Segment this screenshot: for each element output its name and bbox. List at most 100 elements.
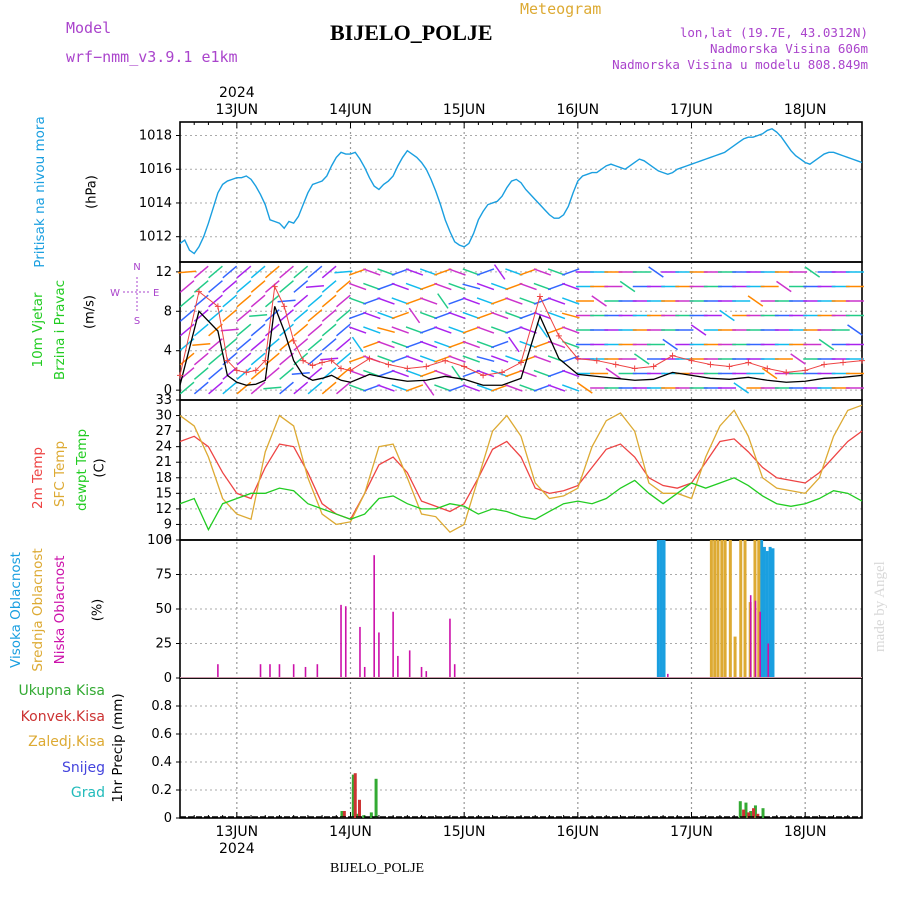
wind-gust-point [366, 355, 373, 362]
wind-arrow [562, 326, 580, 334]
precip-ytick-label: 0 [164, 811, 172, 826]
footer-station: BIJELO_POLJE [330, 861, 425, 876]
wind-gust-point [442, 357, 449, 364]
wind-gust-point [404, 365, 411, 372]
wind-arrow [222, 309, 238, 322]
wind-arrow [293, 338, 309, 351]
wind-arrow [577, 382, 593, 394]
wind-gust-point [764, 365, 771, 372]
wind-arrow [519, 268, 537, 276]
compass-north-label: N [133, 262, 140, 273]
wind-gust-point [593, 357, 600, 364]
high_cloud-bar [659, 540, 663, 678]
wind-arrow [476, 384, 495, 392]
bottom-date-label-5: 18JUN [784, 824, 827, 840]
wind-arrow [419, 340, 438, 349]
bottom-date-label-4: 17JUN [670, 824, 713, 840]
mid_cloud-bar [723, 540, 727, 678]
wind-arrow [405, 340, 424, 349]
wind-arrow [363, 268, 381, 276]
low_cloud-bar [340, 604, 342, 678]
wind-arrow [434, 282, 452, 291]
wind-arrow [363, 326, 381, 334]
wind-ytick-label: 0 [164, 383, 172, 398]
low_cloud-bar [453, 664, 456, 678]
pressure-series-line [179, 127, 863, 255]
wind-arrow [591, 295, 607, 307]
wind-gust-point [745, 359, 752, 366]
wind-arrow [490, 326, 509, 334]
wind-arrow [547, 340, 566, 349]
wind-arrow [222, 280, 238, 293]
pressure-ytick-label: 1016 [139, 162, 172, 177]
wind-gust-point [840, 359, 847, 366]
temperature-ytick-label: 27 [155, 424, 172, 439]
wind-arrow [377, 326, 395, 334]
wind-arrow [193, 280, 209, 293]
wind-gust-point [309, 362, 316, 369]
wind-arrow [533, 355, 552, 363]
compass-south-label: S [134, 316, 140, 327]
low_cloud-bar [449, 618, 451, 678]
wind-arrow [405, 355, 424, 363]
low_cloud-bar [425, 671, 428, 678]
wind-gust-point [499, 369, 506, 376]
wind-arrow [249, 313, 268, 318]
temperature-ytick-label: 21 [155, 455, 172, 470]
wind-arrow [419, 282, 438, 291]
wind-arrow [193, 352, 209, 366]
wind-gust-point [195, 288, 202, 295]
wind-gust-point [783, 369, 790, 376]
wind-arrow [533, 369, 552, 378]
wind-axis-label-2: Brzina i Pravac [52, 280, 68, 380]
wind-arrow [179, 309, 195, 322]
high_cloud-bar [662, 540, 666, 678]
wind-arrow [208, 381, 223, 395]
meteogram-label: Meteogram [520, 0, 602, 18]
wind-arrow [179, 323, 195, 337]
wind-arrow [193, 323, 209, 337]
wind-arrow [490, 297, 509, 305]
precip-legend-label-0: Ukupna Kisa [18, 683, 105, 699]
precip-panel-frame [179, 677, 863, 819]
wind-arrow [419, 297, 438, 305]
wind-arrow [448, 268, 466, 276]
low_cloud-bar [373, 555, 375, 678]
low_cloud-bar [754, 600, 757, 678]
wind-arrow [422, 380, 435, 396]
temperature-sfc-line [179, 404, 863, 534]
wind-arrow [321, 381, 337, 395]
precip-ytick-label: 0.2 [151, 783, 172, 798]
wind-arrow [334, 270, 353, 274]
temperature-dewpt-line [179, 477, 863, 532]
wind-gust-point [328, 357, 335, 364]
wind-arrow [348, 369, 367, 378]
low_cloud-bar [217, 664, 219, 678]
wind-arrow [533, 340, 552, 349]
wind-gust-point [612, 361, 619, 368]
wind-arrow [490, 282, 509, 291]
wind-arrow [208, 294, 223, 308]
temperature-ytick-label: 33 [155, 393, 172, 408]
wind-arrow [307, 309, 323, 322]
wind-arrow [336, 309, 351, 322]
wind-arrow [307, 352, 323, 366]
wind-arrow [561, 312, 580, 319]
wind-arrow [250, 352, 266, 366]
wind-ytick-label: 4 [164, 344, 172, 359]
wind-axis-label: 10m Vjetar [30, 292, 46, 367]
temperature-ytick-label: 6 [164, 533, 172, 548]
wind-arrow [391, 297, 409, 305]
pressure-axis-label: Pritisak na nivou mora [32, 116, 48, 267]
bottom-date-label-0: 13JUN [215, 824, 258, 840]
high_cloud-bar [768, 546, 772, 678]
wind-gust-point [252, 367, 259, 374]
wind-arrow [619, 280, 636, 293]
wind-arrow [321, 309, 337, 322]
wind-arrow [547, 384, 566, 392]
wind-arrow [719, 309, 735, 322]
bottom-date-label-2: 15JUN [443, 824, 486, 840]
wind-arrow [336, 338, 351, 351]
wind-gust-point [290, 337, 297, 344]
wind-arrow [662, 338, 678, 351]
